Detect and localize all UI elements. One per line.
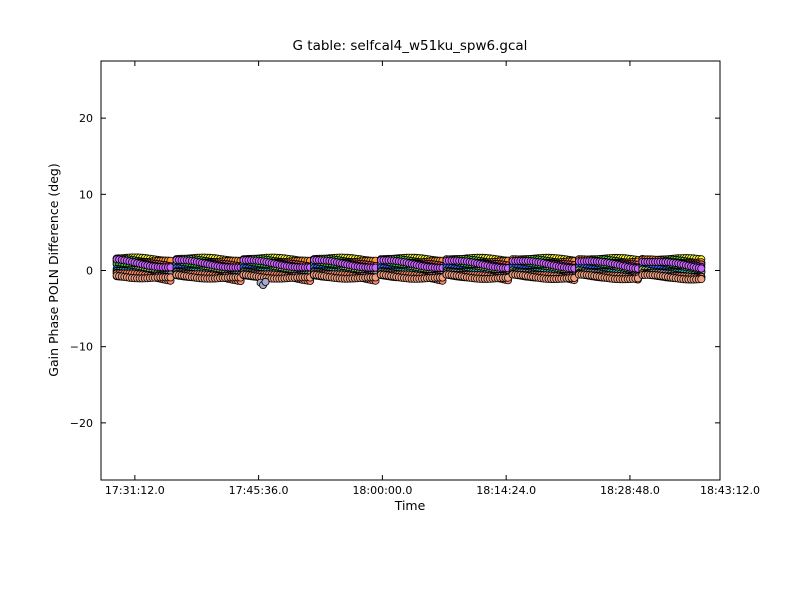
x-tick-label: 18:00:00.0 bbox=[352, 484, 412, 497]
y-axis: −20 −10 0 10 20 bbox=[70, 112, 720, 430]
y-tick-label: −10 bbox=[70, 341, 93, 354]
x-tick-label: 18:28:48.0 bbox=[600, 484, 660, 497]
data-point-outlier bbox=[261, 277, 270, 286]
x-tick-label: 18:43:12.0 bbox=[700, 484, 760, 497]
y-tick-label: −20 bbox=[70, 417, 93, 430]
points-layer bbox=[112, 253, 706, 289]
y-tick-label: 10 bbox=[79, 188, 93, 201]
x-tick-label: 17:31:12.0 bbox=[105, 484, 165, 497]
data-point-ant-14 bbox=[697, 275, 706, 284]
x-tick-label: 17:45:36.0 bbox=[229, 484, 289, 497]
y-axis-label: Gain Phase POLN Difference (deg) bbox=[46, 163, 61, 376]
y-tick-label: 20 bbox=[79, 112, 93, 125]
x-tick-label: 18:14:24.0 bbox=[476, 484, 536, 497]
x-axis: 17:31:12.0 17:45:36.0 18:00:00.0 18:14:24.0… bbox=[105, 61, 760, 497]
x-axis-label: Time bbox=[394, 498, 426, 513]
y-tick-label: 0 bbox=[86, 265, 93, 278]
data-point-ant-13 bbox=[697, 264, 706, 273]
chart-title: G table: selfcal4_w51ku_spw6.gcal bbox=[293, 38, 528, 54]
